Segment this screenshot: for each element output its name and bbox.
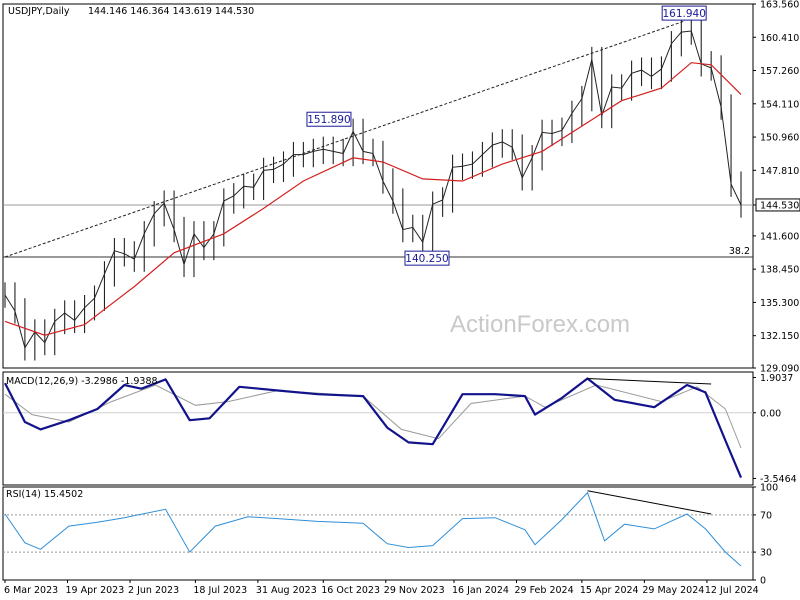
rsi-tick-label: 70 bbox=[760, 510, 772, 521]
moving-average bbox=[4, 62, 742, 336]
ma-line bbox=[4, 62, 742, 336]
macd-tick-label: -3.5464 bbox=[760, 474, 797, 485]
price-annotation-label: 151.890 bbox=[307, 114, 350, 126]
rsi-line bbox=[4, 491, 742, 567]
price-annotation-box bbox=[404, 250, 450, 266]
rsi-title: RSI(14) 15.4502 bbox=[6, 489, 83, 500]
price-annotation-box bbox=[661, 5, 707, 21]
price-panel-frame bbox=[2, 3, 754, 369]
x-tick-label: 6 Mar 2023 bbox=[4, 585, 58, 596]
x-tick-label: 18 Jul 2023 bbox=[193, 585, 247, 596]
price-annotation-label: 140.250 bbox=[405, 253, 448, 265]
macd-divergence-line bbox=[587, 377, 712, 385]
rsi-panel-frame bbox=[2, 486, 754, 581]
x-tick-label: 31 Aug 2023 bbox=[256, 585, 317, 596]
current-price-box bbox=[755, 198, 800, 212]
x-tick-label: 2 Jun 2023 bbox=[128, 585, 179, 596]
rsi-divergence-line bbox=[587, 490, 712, 515]
x-tick-label: 29 Feb 2024 bbox=[515, 585, 574, 596]
price-series bbox=[4, 18, 742, 361]
y-tick-label: 138.450 bbox=[760, 265, 799, 276]
y-tick-label: 157.260 bbox=[760, 66, 799, 77]
y-tick-label: 129.090 bbox=[760, 364, 799, 375]
rsi-tick-label: 100 bbox=[760, 483, 778, 494]
annotations: 161.940 151.890 140.250 bbox=[306, 5, 707, 266]
x-tick-label: 16 Jan 2024 bbox=[452, 585, 509, 596]
macd-line bbox=[4, 377, 743, 479]
y-tick-label: 132.150 bbox=[760, 331, 799, 342]
rsi-tick-label: 0 bbox=[760, 576, 766, 587]
y-tick-label: 154.110 bbox=[760, 99, 799, 110]
x-tick-label: 29 May 2024 bbox=[642, 585, 704, 596]
chart-symbol: USDJPY,Daily bbox=[8, 6, 70, 17]
y-tick-label: 163.560 bbox=[760, 0, 799, 11]
price-annotation-label: 161.940 bbox=[662, 8, 705, 20]
fib-level-label: 38.2 bbox=[729, 246, 750, 257]
y-tick-label: 135.300 bbox=[760, 298, 799, 309]
panel-frames bbox=[2, 3, 754, 581]
macd-panel-frame bbox=[2, 371, 754, 486]
y-tick-label: 150.960 bbox=[760, 133, 799, 144]
y-axis-labels: 163.560 160.410 157.260 154.110 150.960 147.8… bbox=[753, 0, 800, 587]
x-tick-label: 12 Jul 2024 bbox=[705, 585, 759, 596]
rsi-series bbox=[3, 490, 753, 567]
y-tick-label: 144.530 bbox=[760, 200, 799, 211]
price-line bbox=[4, 30, 742, 350]
x-axis-labels: 6 Mar 2023 19 Apr 2023 2 Jun 2023 18 Jul 20… bbox=[4, 580, 759, 596]
y-tick-label: 160.410 bbox=[760, 33, 799, 44]
x-tick-label: 19 Apr 2023 bbox=[66, 585, 125, 596]
resistance-trendline bbox=[4, 20, 685, 258]
macd-tick-label: 0.00 bbox=[760, 408, 781, 419]
chart-ohlc: 144.146 146.364 143.619 144.530 bbox=[88, 6, 254, 17]
x-tick-label: 16 Oct 2023 bbox=[321, 585, 380, 596]
x-tick-label: 29 Nov 2023 bbox=[384, 585, 445, 596]
y-tick-label: 147.810 bbox=[760, 166, 799, 177]
rsi-tick-label: 30 bbox=[760, 548, 772, 559]
x-tick-label: 15 Apr 2024 bbox=[580, 585, 639, 596]
macd-tick-label: 1.9037 bbox=[760, 373, 793, 384]
reference-lines: 38.2 bbox=[3, 20, 753, 258]
y-tick-label: 141.600 bbox=[760, 231, 799, 242]
macd-series bbox=[3, 377, 753, 479]
price-annotation-box bbox=[306, 111, 352, 127]
watermark: ActionForex.com bbox=[450, 311, 630, 338]
macd-title: MACD(12,26,9) -3.2986 -1.9388 bbox=[6, 376, 158, 387]
